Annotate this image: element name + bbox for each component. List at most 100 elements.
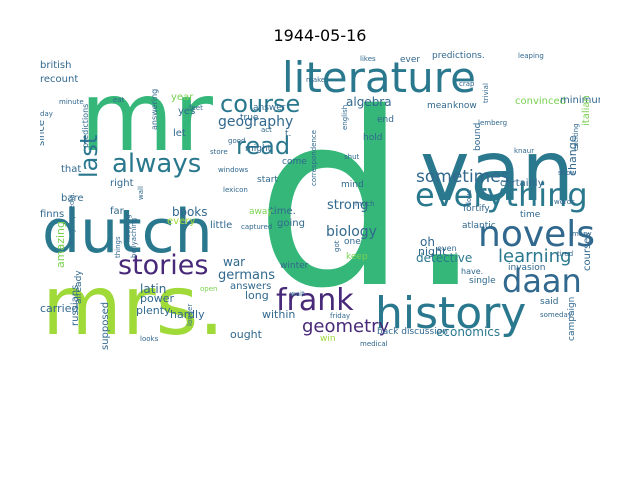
word-novels: novels xyxy=(478,214,595,255)
word-detective: detective xyxy=(416,251,472,265)
word-knaur: knaur xyxy=(514,147,534,155)
word-bellyaching: bellyaching xyxy=(130,218,138,258)
word-answer: answer xyxy=(253,103,286,113)
word-books: books xyxy=(172,205,208,219)
word-friday: friday xyxy=(330,312,350,320)
word-everything: everything xyxy=(415,176,588,214)
word-year: year xyxy=(171,92,194,103)
word-end: end xyxy=(377,115,394,125)
word-finns: finns xyxy=(40,209,64,220)
word-love: love xyxy=(465,189,473,204)
word-hardly: hardly xyxy=(170,308,205,321)
word-russians: russians xyxy=(70,285,81,326)
word-start: start xyxy=(257,175,278,185)
word-looks: looks xyxy=(140,335,159,343)
word-supposed: supposed xyxy=(100,302,111,350)
word-economics: economics xyxy=(436,325,500,339)
word-going: going xyxy=(277,218,305,229)
word-courses: courses xyxy=(582,232,593,271)
word-fortify: fortify xyxy=(463,204,490,214)
word-germans: germans xyxy=(218,268,275,283)
word-crap: crap xyxy=(459,80,475,88)
page-title: 1944-05-16 xyxy=(273,26,367,45)
word-every: every xyxy=(167,216,195,227)
word-strong: strong xyxy=(327,198,368,213)
word-since: since xyxy=(40,120,47,146)
word-eat: eat xyxy=(113,96,125,104)
word-d: d. xyxy=(255,61,484,341)
word-predictions: predictions. xyxy=(432,51,485,61)
word-plenty: plenty xyxy=(136,304,171,317)
word-biology: biology xyxy=(326,224,377,240)
word-predictions: predictions xyxy=(81,104,90,148)
word-mrs: mrs. xyxy=(42,259,224,354)
word-even: even xyxy=(437,244,457,253)
word-geography: geography xyxy=(218,114,293,130)
word-answers: answers xyxy=(230,281,271,292)
word-feet: feet xyxy=(189,104,203,112)
word-let: let xyxy=(173,128,186,139)
word-ever: ever xyxy=(400,55,420,65)
word-convinced: convinced xyxy=(515,96,566,107)
word-amazing: amazing xyxy=(54,221,67,268)
word-literature: literature xyxy=(282,53,476,102)
word-course: course xyxy=(220,90,300,118)
word-know: know xyxy=(453,101,477,111)
word-lexicon: lexicon xyxy=(223,186,248,194)
word-tired: tired xyxy=(557,250,573,258)
word-come: come xyxy=(282,157,307,167)
word-van: van xyxy=(420,122,574,220)
word-last: last xyxy=(75,135,103,178)
word-dutch: dutch xyxy=(42,197,213,267)
word-sometimes: sometimes xyxy=(416,167,510,187)
word-algebra: algebra xyxy=(346,95,392,109)
word-leaping: leaping xyxy=(518,52,544,60)
word-bare: bare xyxy=(61,193,84,204)
word-likes: likes xyxy=(360,55,376,63)
word-recount: recount xyxy=(40,74,78,85)
word-words: words xyxy=(554,198,575,206)
word-daan: daan xyxy=(502,262,582,300)
word-campaign: campaign xyxy=(567,297,577,341)
word-minute: minute xyxy=(59,98,84,106)
word-invasion: invasion xyxy=(508,263,545,273)
word-someday: someday xyxy=(540,311,572,319)
word-exciting: exciting xyxy=(572,123,580,151)
word-learning: learning xyxy=(498,246,571,267)
word-carried: carried xyxy=(40,302,78,315)
word-longer: longer xyxy=(186,304,194,326)
word-answering: answering xyxy=(150,89,159,130)
word-war: war xyxy=(223,255,245,269)
word-right: right xyxy=(110,178,134,189)
word-show: show xyxy=(558,169,576,177)
word-medical: medical xyxy=(360,340,388,348)
word-bound: bound xyxy=(473,123,483,151)
word-always: always xyxy=(112,149,201,179)
word-italian: italian xyxy=(581,95,592,126)
word-mind: mind xyxy=(341,180,364,190)
word-make: make xyxy=(306,76,325,84)
word-read: read xyxy=(236,132,290,160)
word-away: away xyxy=(249,207,273,217)
word-little: little xyxy=(210,220,232,231)
word-win: win xyxy=(320,334,336,344)
word-many: many xyxy=(572,230,592,238)
word-long: long xyxy=(245,289,269,302)
word-might: might xyxy=(245,144,272,154)
word-trivial: trivial xyxy=(482,83,490,103)
word-true: true xyxy=(240,113,259,123)
word-oh: oh xyxy=(420,235,435,249)
word-ought: ought xyxy=(230,328,263,341)
word-latin: latin xyxy=(140,282,166,296)
word-lemberg: lemberg xyxy=(478,119,507,127)
word-things: things xyxy=(114,236,122,258)
word-keeping: keeping xyxy=(124,214,132,242)
word-minimum: minimum. xyxy=(560,95,600,106)
word-single: single xyxy=(469,276,496,286)
word-english: english xyxy=(341,105,349,130)
word-stories: stories xyxy=(118,250,208,281)
word-frank: frank xyxy=(276,283,354,318)
word-correspondence: correspondence xyxy=(310,130,318,186)
word-back-discussion: back discussion xyxy=(377,327,448,337)
word-already: already xyxy=(74,270,84,304)
